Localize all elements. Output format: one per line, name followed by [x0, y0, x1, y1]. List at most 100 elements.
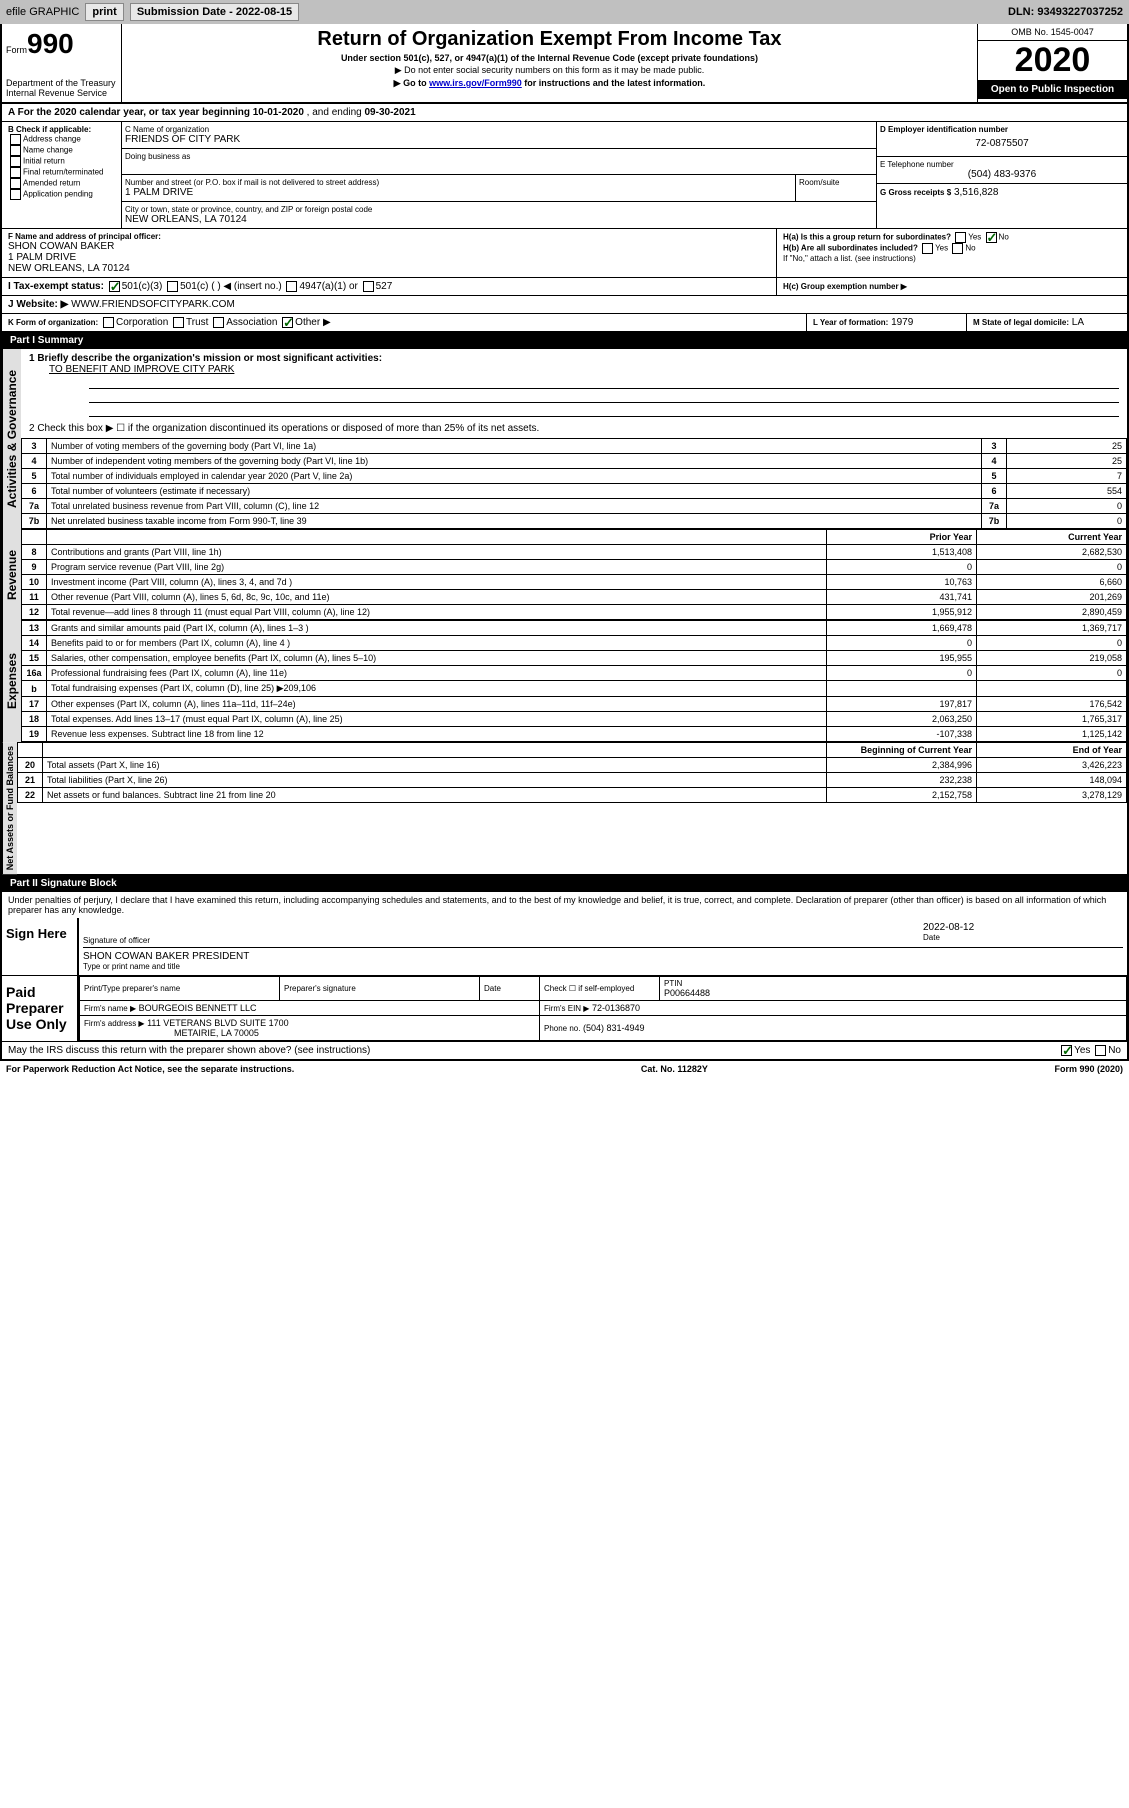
sidebar-revenue: Revenue [2, 529, 21, 620]
cb-501c[interactable] [167, 281, 178, 292]
cb-app-pending[interactable] [10, 189, 21, 200]
sig-date: 2022-08-12 [923, 922, 1123, 933]
dba-label: Doing business as [125, 152, 873, 161]
row-ref: 5 [982, 469, 1007, 484]
sidebar-expenses: Expenses [2, 620, 21, 742]
print-button[interactable]: print [85, 3, 123, 21]
firm-addr2: METAIRIE, LA 70005 [174, 1028, 259, 1038]
dln: DLN: 93493227037252 [1008, 6, 1123, 18]
phone: (504) 483-9376 [880, 169, 1124, 180]
officer-street: 1 PALM DRIVE [8, 252, 770, 263]
form-org-label: K Form of organization: [8, 318, 98, 327]
firm-addr1: 111 VETERANS BLVD SUITE 1700 [147, 1018, 289, 1028]
cb-initial-return[interactable] [10, 156, 21, 167]
cb-amended[interactable] [10, 178, 21, 189]
cb-final-return[interactable] [10, 167, 21, 178]
phone-label: E Telephone number [880, 160, 1124, 169]
cb-assoc[interactable] [213, 317, 224, 328]
preparer-phone: (504) 831-4949 [583, 1023, 645, 1033]
footer-right: Form 990 (2020) [1054, 1064, 1123, 1074]
topbar: efile GRAPHIC print Submission Date - 20… [0, 0, 1129, 24]
sig-date-label: Date [923, 933, 1123, 942]
row-text: Number of voting members of the governin… [47, 439, 982, 454]
footer-left: For Paperwork Reduction Act Notice, see … [6, 1064, 294, 1074]
officer-city: NEW ORLEANS, LA 70124 [8, 263, 770, 274]
cb-address-change[interactable] [10, 134, 21, 145]
year-formation: 1979 [891, 317, 913, 328]
perjury-statement: Under penalties of perjury, I declare th… [2, 892, 1127, 918]
row-num: 5 [22, 469, 47, 484]
governance-table: 3Number of voting members of the governi… [21, 438, 1127, 529]
note2-post: for instructions and the latest informat… [522, 78, 706, 88]
form-label: Form [6, 45, 27, 55]
row-num: 3 [22, 439, 47, 454]
officer-printed-name: SHON COWAN BAKER PRESIDENT [83, 951, 1123, 962]
row-text: Total number of individuals employed in … [47, 469, 982, 484]
cb-name-change[interactable] [10, 145, 21, 156]
domicile-label: M State of legal domicile: [973, 318, 1069, 327]
street-label: Number and street (or P.O. box if mail i… [125, 178, 792, 187]
sidebar-netassets: Net Assets or Fund Balances [2, 742, 17, 874]
row-value: 7 [1007, 469, 1127, 484]
row-ref: 4 [982, 454, 1007, 469]
cb-other[interactable] [282, 317, 293, 328]
form-subtitle: Under section 501(c), 527, or 4947(a)(1)… [130, 53, 969, 63]
revenue-table: Prior YearCurrent Year8Contributions and… [21, 529, 1127, 620]
q2-label: 2 Check this box ▶ ☐ if the organization… [29, 423, 1119, 434]
org-name: FRIENDS OF CITY PARK [125, 134, 873, 145]
form990-link[interactable]: www.irs.gov/Form990 [429, 78, 522, 88]
cb-discuss-no[interactable] [1095, 1045, 1106, 1056]
cb-hb-yes[interactable] [922, 243, 933, 254]
row-ref: 3 [982, 439, 1007, 454]
ptin: P00664488 [664, 988, 1122, 998]
sidebar-activities: Activities & Governance [2, 349, 21, 529]
q1-label: 1 Briefly describe the organization's mi… [29, 353, 1119, 364]
netassets-table: Beginning of Current YearEnd of Year20To… [17, 742, 1127, 803]
form-header: Form990 Department of the Treasury Inter… [0, 24, 1129, 104]
cb-527[interactable] [363, 281, 374, 292]
expenses-table: 13Grants and similar amounts paid (Part … [21, 620, 1127, 742]
submission-date: Submission Date - 2022-08-15 [130, 3, 299, 21]
row-num: 4 [22, 454, 47, 469]
col-prior: Prior Year [827, 530, 977, 545]
ein-label: D Employer identification number [880, 125, 1124, 134]
officer-name-label: Type or print name and title [83, 962, 1123, 971]
period-label: A For the 2020 calendar year, or tax yea… [8, 107, 253, 118]
public-inspection: Open to Public Inspection [978, 80, 1127, 99]
period-end: 09-30-2021 [365, 107, 416, 118]
row-text: Total unrelated business revenue from Pa… [47, 499, 982, 514]
footer-mid: Cat. No. 11282Y [641, 1064, 708, 1074]
row-ref: 6 [982, 484, 1007, 499]
paid-preparer-label: Paid Preparer Use Only [2, 976, 77, 1041]
cb-hb-no[interactable] [952, 243, 963, 254]
cb-discuss-yes[interactable] [1061, 1045, 1072, 1056]
omb-number: OMB No. 1545-0047 [978, 24, 1127, 41]
row-num: 7a [22, 499, 47, 514]
cb-ha-no[interactable] [986, 232, 997, 243]
row-value: 0 [1007, 514, 1127, 529]
org-name-label: C Name of organization [125, 125, 873, 134]
cb-trust[interactable] [173, 317, 184, 328]
period-begin: 10-01-2020 [253, 107, 304, 118]
cb-501c3[interactable] [109, 281, 120, 292]
room-label: Room/suite [799, 178, 873, 187]
row-value: 554 [1007, 484, 1127, 499]
efile-label: efile GRAPHIC [6, 6, 79, 18]
row-text: Number of independent voting members of … [47, 454, 982, 469]
officer-name: SHON COWAN BAKER [8, 241, 770, 252]
cb-4947[interactable] [286, 281, 297, 292]
website: WWW.FRIENDSOFCITYPARK.COM [71, 299, 235, 310]
form-title: Return of Organization Exempt From Incom… [130, 28, 969, 51]
tax-status-label: I Tax-exempt status: [8, 281, 104, 292]
officer-label: F Name and address of principal officer: [8, 232, 770, 241]
part1-header: Part I Summary [2, 332, 1127, 349]
hb-note: If "No," attach a list. (see instruction… [783, 254, 1121, 263]
website-label: J Website: ▶ [8, 299, 68, 310]
form-note1: ▶ Do not enter social security numbers o… [130, 65, 969, 76]
box-b-label: B Check if applicable: [8, 125, 115, 134]
period-mid: , and ending [307, 107, 365, 118]
cb-ha-yes[interactable] [955, 232, 966, 243]
row-value: 0 [1007, 499, 1127, 514]
tax-year: 2020 [978, 41, 1127, 80]
cb-corp[interactable] [103, 317, 114, 328]
